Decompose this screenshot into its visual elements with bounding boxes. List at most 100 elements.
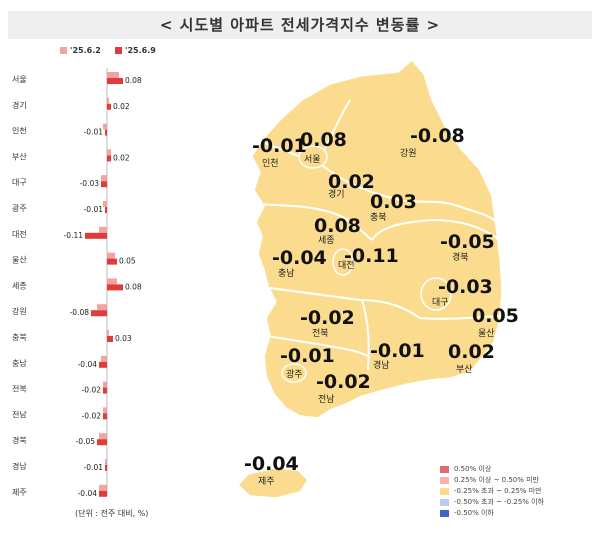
map-labels: -0.01인천0.08서울0.02경기-0.08강원0.03충북0.08세종-0… bbox=[244, 125, 519, 487]
data-label: -0.08 bbox=[70, 308, 90, 317]
data-label: -0.02 bbox=[82, 386, 102, 395]
data-label: -0.05 bbox=[76, 437, 96, 446]
bar-prev-week bbox=[107, 149, 111, 156]
category-label: 서울 bbox=[12, 75, 27, 84]
data-label: -0.02 bbox=[82, 411, 102, 420]
data-label: 0.05 bbox=[119, 257, 136, 266]
data-label: 0.08 bbox=[125, 282, 142, 291]
region-value: -0.05 bbox=[440, 231, 495, 253]
data-label: -0.01 bbox=[84, 463, 104, 472]
map-legend-swatch-3 bbox=[440, 487, 449, 495]
bar-this-week bbox=[103, 413, 107, 420]
data-label: 0.02 bbox=[113, 102, 130, 111]
region-name: 제주 bbox=[258, 476, 275, 487]
unit-note: (단위 : 전주 대비, %) bbox=[75, 509, 149, 518]
data-label: -0.04 bbox=[78, 489, 98, 498]
region-name: 충북 bbox=[370, 212, 387, 223]
region-name: 충남 bbox=[278, 268, 295, 279]
category-label: 인천 bbox=[12, 126, 27, 136]
bar-prev-week bbox=[103, 381, 107, 388]
category-label: 충남 bbox=[12, 359, 27, 368]
region-name: 경남 bbox=[373, 359, 390, 371]
bar-prev-week bbox=[107, 97, 109, 104]
region-value: 0.08 bbox=[314, 215, 361, 237]
map-legend-label-5: -0.50% 이하 bbox=[454, 509, 494, 517]
bar-prev-week bbox=[101, 355, 107, 362]
region-value: -0.01 bbox=[280, 345, 335, 367]
data-label: -0.01 bbox=[84, 205, 104, 214]
daejeon-shape bbox=[332, 248, 354, 276]
region-value: 0.02 bbox=[448, 341, 495, 363]
region-name: 경기 bbox=[328, 188, 345, 200]
category-label: 전남 bbox=[12, 409, 27, 419]
data-label: -0.11 bbox=[64, 231, 84, 240]
bar-this-week bbox=[91, 310, 107, 317]
daegu-shape bbox=[420, 277, 452, 311]
legend-series-1: '25.6.2 bbox=[60, 46, 101, 55]
region-value: 0.05 bbox=[472, 305, 519, 327]
jeju-shape bbox=[236, 467, 309, 499]
category-label: 대구 bbox=[12, 178, 27, 187]
bar-prev-week bbox=[107, 252, 115, 259]
bar-prev-week bbox=[97, 304, 107, 311]
legend-swatch-2 bbox=[115, 47, 122, 54]
data-label: -0.01 bbox=[84, 128, 104, 137]
region-value: -0.03 bbox=[438, 276, 493, 298]
bar-this-week bbox=[85, 232, 107, 239]
bar-this-week bbox=[101, 181, 107, 188]
bar-this-week bbox=[105, 129, 107, 136]
bar-this-week bbox=[107, 103, 111, 110]
region-value: 0.03 bbox=[370, 191, 417, 213]
region-name: 울산 bbox=[478, 328, 495, 339]
bar-this-week bbox=[107, 336, 113, 342]
region-value: -0.02 bbox=[316, 371, 371, 393]
region-value: 0.02 bbox=[328, 171, 375, 193]
legend-swatch-1 bbox=[60, 47, 67, 54]
bar-this-week bbox=[107, 155, 111, 162]
bar-prev-week bbox=[103, 407, 107, 414]
gwangju-shape bbox=[281, 363, 307, 383]
region-name: 강원 bbox=[400, 148, 417, 159]
bar-prev-week bbox=[99, 433, 107, 440]
map-legend-item-1: 0.50% 이상 bbox=[440, 464, 491, 474]
bar-prev-week bbox=[99, 226, 107, 233]
bar-prev-week bbox=[107, 72, 119, 78]
region-value: 0.08 bbox=[300, 129, 347, 151]
region-value: -0.11 bbox=[344, 245, 399, 267]
bar-this-week bbox=[105, 465, 107, 471]
bar-this-week bbox=[99, 361, 107, 368]
category-label: 경남 bbox=[12, 461, 27, 471]
map-legend-label-3: -0.25% 초과 ~ 0.25% 미만 bbox=[454, 487, 542, 495]
region-name: 전북 bbox=[312, 328, 329, 339]
category-label: 대전 bbox=[12, 229, 27, 239]
bar-prev-week bbox=[105, 459, 107, 465]
region-name: 전남 bbox=[318, 394, 335, 405]
title-bar: < 시도별 아파트 전세가격지수 변동률 > bbox=[8, 11, 592, 39]
legend-series-2: '25.6.9 bbox=[115, 46, 156, 55]
map-legend-label-1: 0.50% 이상 bbox=[454, 465, 492, 473]
map-legend-swatch-1 bbox=[440, 465, 449, 473]
region-value: -0.04 bbox=[244, 453, 299, 475]
map-legend-item-3: -0.25% 초과 ~ 0.25% 미만 bbox=[440, 486, 542, 496]
bar-prev-week bbox=[103, 201, 107, 207]
bar-this-week bbox=[103, 387, 107, 394]
category-label: 세종 bbox=[12, 281, 27, 290]
category-label: 제주 bbox=[12, 488, 27, 497]
bar-prev-week bbox=[101, 175, 107, 182]
map-land bbox=[236, 58, 503, 499]
legend-label-1: '25.6.2 bbox=[70, 46, 101, 55]
category-label: 부산 bbox=[12, 151, 27, 161]
map-legend-item-2: 0.25% 이상 ~ 0.50% 미만 bbox=[440, 475, 539, 485]
bar-this-week bbox=[107, 78, 123, 84]
bar-prev-week bbox=[103, 123, 107, 130]
region-name: 경북 bbox=[452, 251, 469, 263]
bars-layer: 서울 0.08 경기 0.02 인천 -0.01 부산 0.02 대구 -0.03 광주 -0.01 대… bbox=[12, 68, 142, 498]
bar-this-week bbox=[107, 284, 123, 291]
region-name: 세종 bbox=[318, 235, 335, 246]
region-value: -0.08 bbox=[410, 125, 465, 147]
region-name: 인천 bbox=[262, 158, 279, 169]
data-label: 0.08 bbox=[125, 76, 142, 85]
region-value: -0.02 bbox=[300, 307, 355, 329]
region-value: -0.04 bbox=[272, 247, 327, 269]
